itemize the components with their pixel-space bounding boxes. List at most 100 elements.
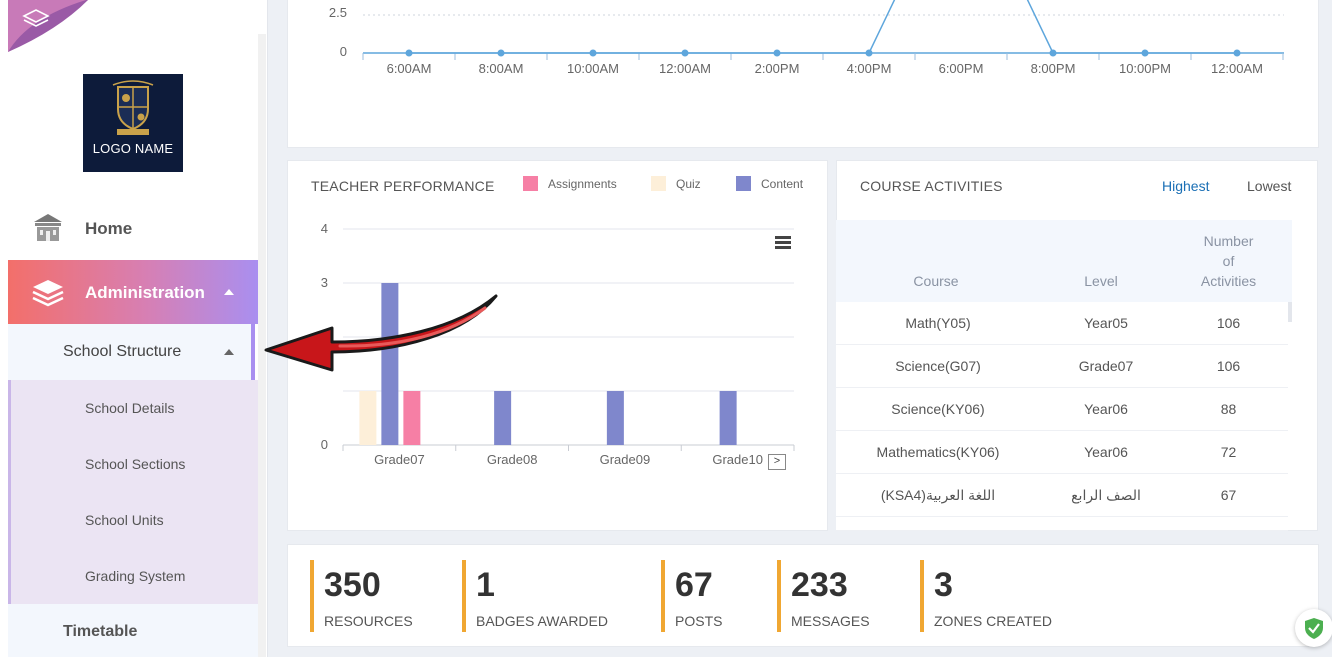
submenu-item-school-sections[interactable]: School Sections [85,456,186,472]
cell-level: الصف الرابع [1071,487,1141,503]
teacher-performance-title: TEACHER PERFORMANCE [311,178,495,194]
course-table-scrollbar[interactable] [1287,302,1292,322]
stat-posts: 67 POSTS [661,560,761,632]
teacher-performance-bar-chart: 4 3 0 Grade07 Grade08 Grade09 Grade10 [321,221,795,467]
bar-content-grade10[interactable] [719,391,737,445]
chart-menu-icon[interactable] [775,236,791,249]
cell-activity-count: 67 [1220,487,1237,503]
data-point[interactable] [589,49,597,57]
cell-level: Year06 [1084,401,1128,417]
x-tick-label: 12:00AM [1211,61,1263,76]
sidebar-item-administration[interactable]: Administration [8,260,258,324]
submenu-item-school-units[interactable]: School Units [85,512,164,528]
stat-value: 233 [791,566,848,604]
cell-level: Year05 [1084,315,1128,331]
layers-icon [32,280,64,307]
y-tick-label: 0 [340,44,347,59]
submenu-item-grading-system[interactable]: Grading System [85,568,186,584]
sidebar-item-label: Home [85,219,133,238]
data-point[interactable] [1049,49,1057,57]
legend-label: Assignments [548,176,617,191]
bar-quiz-grade07[interactable] [359,391,377,445]
x-tick-label: 8:00AM [479,61,524,76]
cell-activity-count: 88 [1220,401,1237,417]
table-row[interactable]: Science(KY06) Year06 88 [836,388,1288,431]
y-tick-label: 0 [321,437,328,452]
stat-value: 67 [675,566,713,604]
chart-next-button[interactable]: > [768,454,786,470]
security-shield-badge[interactable] [1295,609,1332,647]
submenu-item-school-details[interactable]: School Details [85,400,175,416]
data-point[interactable] [405,49,413,57]
x-tick-label: 12:00AM [659,61,711,76]
legend-label: Content [761,176,804,191]
y-tick-label: 2.5 [329,5,347,20]
sidebar: LOGO NAME Home Administration School Str… [0,0,268,657]
sidebar-scrollbar[interactable] [258,34,266,657]
y-tick-label: 3 [321,275,328,290]
data-point[interactable] [497,49,505,57]
stat-label: ZONES CREATED [934,613,1052,629]
cell-course: Science(G08) [858,530,1018,531]
sidebar-item-timetable[interactable]: Timetable [8,604,258,657]
x-tick-label: Grade08 [487,452,538,467]
column-header-course: Course [913,273,959,289]
data-point[interactable] [865,49,873,57]
tab-highest[interactable]: Highest [1162,178,1210,194]
cell-level: Grade07 [1078,358,1134,374]
caret-up-icon [224,349,234,355]
cell-course: Mathematics(KY06) [876,444,1000,460]
x-tick-label: Grade10 [712,452,763,467]
sidebar-item-label: Timetable [63,623,138,640]
course-table-header: Course Level Number of Activities [836,220,1292,302]
school-logo[interactable]: LOGO NAME [83,74,183,172]
cell-course: Science(G07) [895,358,981,374]
stat-label: POSTS [675,613,723,629]
bar-content-grade09[interactable] [606,391,624,445]
table-row[interactable]: Mathematics(KY06) Year06 72 [836,431,1288,474]
column-header-count-line2: of [1222,253,1235,269]
cell-activity-count: 72 [1220,444,1237,460]
bar-assignments-grade07[interactable] [403,391,421,445]
cell-level: Year06 [1084,444,1128,460]
sidebar-item-label: School Structure [63,343,182,360]
table-row[interactable]: Science(G07) Grade07 106 [836,345,1288,388]
table-row[interactable]: (KSA4)اللغة العربية الصف الرابع 67 [836,474,1288,517]
logo-text: LOGO NAME [92,141,174,156]
stat-resources: 350 RESOURCES [310,560,450,632]
stat-value: 3 [934,566,953,604]
table-row[interactable]: Math(Y05) Year05 106 [836,302,1288,345]
data-point[interactable] [1233,49,1241,57]
legend-swatch [736,176,751,191]
sidebar-item-school-structure[interactable]: School Structure [8,324,255,380]
sidebar-item-label: Administration [85,283,205,302]
cell-course: (KSA4)اللغة العربية [880,487,996,503]
stat-zones-created: 3 ZONES CREATED [920,560,1080,632]
x-tick-label: Grade09 [600,452,651,467]
legend-assignments[interactable]: Assignments [523,176,617,191]
data-point[interactable] [1141,49,1149,57]
x-tick-label: 6:00AM [387,61,432,76]
x-tick-label: 4:00PM [847,61,892,76]
data-point[interactable] [773,49,781,57]
legend-label: Quiz [676,176,701,191]
series-line-activity [409,0,1237,54]
x-tick-label: 10:00AM [567,61,619,76]
stat-label: MESSAGES [791,613,870,629]
x-tick-label: 10:00PM [1119,61,1171,76]
tab-lowest[interactable]: Lowest [1247,178,1292,194]
legend-swatch [651,176,666,191]
bar-content-grade08[interactable] [494,391,512,445]
stat-badges-awarded: 1 BADGES AWARDED [462,560,652,632]
sidebar-item-home[interactable]: Home [8,206,258,250]
cell-course: Science(KY06) [891,401,985,417]
bar-content-grade07[interactable] [381,283,399,445]
legend-content[interactable]: Content [736,176,803,191]
table-row[interactable]: Science(G08) Grade08 56 [836,517,1288,531]
x-tick-label: 2:00PM [755,61,800,76]
cell-activity-count: 106 [1216,315,1241,331]
data-point[interactable] [681,49,689,57]
course-activities-title: COURSE ACTIVITIES [860,178,1003,194]
page-curl-corner [8,0,88,52]
legend-quiz[interactable]: Quiz [651,176,701,191]
